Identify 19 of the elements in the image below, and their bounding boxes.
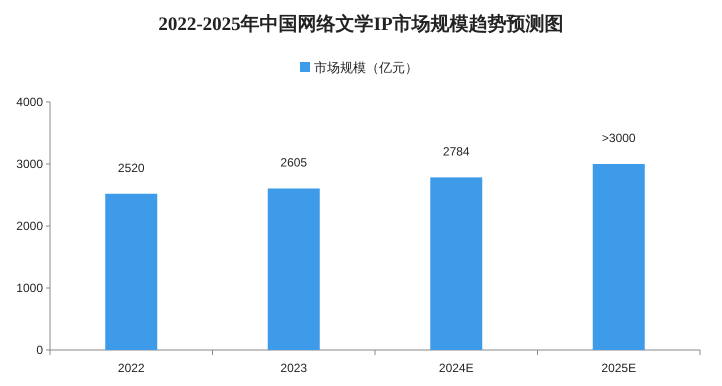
data-label: 2605 xyxy=(280,155,308,170)
x-tick-label: 2022 xyxy=(118,361,145,375)
x-tick-label: 2023 xyxy=(280,361,308,375)
bar xyxy=(105,194,158,350)
y-tick-label: 2000 xyxy=(16,219,44,233)
y-tick-label: 0 xyxy=(36,343,44,357)
data-label: >3000 xyxy=(602,131,636,145)
y-tick-label: 3000 xyxy=(16,157,44,171)
data-label: 2784 xyxy=(442,144,470,158)
chart-title: 2022-2025年中国网络文学IP市场规模趋势预测图 xyxy=(158,13,564,35)
legend: 市场规模（亿元） xyxy=(300,60,418,75)
bar xyxy=(430,177,482,350)
y-tick-label: 4000 xyxy=(16,95,44,109)
x-tick-label: 2025E xyxy=(601,361,636,375)
bar xyxy=(592,164,645,350)
bar xyxy=(268,188,320,350)
x-tick-label: 2024E xyxy=(438,361,474,375)
data-label: 2520 xyxy=(118,160,145,175)
y-tick-label: 1000 xyxy=(16,281,44,295)
